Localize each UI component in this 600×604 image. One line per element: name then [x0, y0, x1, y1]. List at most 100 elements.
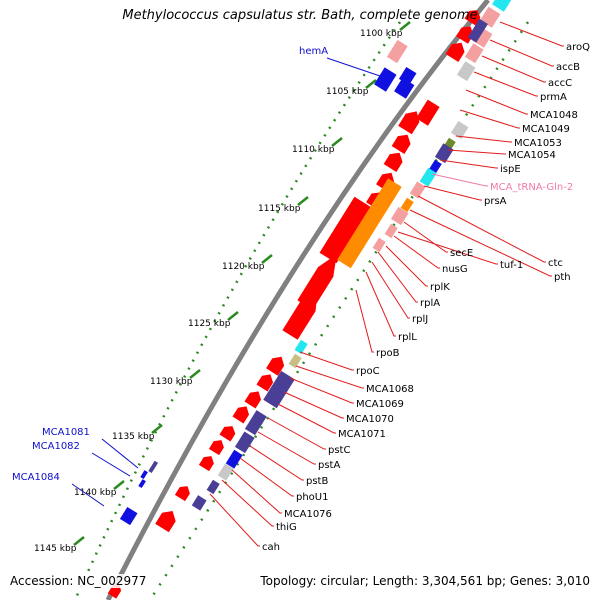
feature-block [294, 339, 308, 355]
gene-label-mca1070[interactable]: MCA1070 [346, 414, 394, 425]
gene-label-pstc[interactable]: pstC [328, 445, 350, 456]
gene-label-mca1054[interactable]: MCA1054 [508, 150, 556, 161]
cds-arrow [266, 356, 285, 376]
leader-line-rpla [377, 251, 418, 303]
gene-label-mca1076[interactable]: MCA1076 [284, 509, 332, 520]
leader-line-mca1084 [71, 483, 105, 507]
feature-block [119, 506, 138, 526]
leader-line-mca1048 [465, 89, 528, 115]
gene-label-thig[interactable]: thiG [276, 522, 297, 533]
feature-block [337, 178, 402, 269]
kbp-tick-mark [227, 311, 239, 321]
feature-block [467, 18, 488, 43]
gene-label-sece[interactable]: secE [450, 248, 473, 259]
feature-block [206, 479, 220, 495]
gene-label-mca1069[interactable]: MCA1069 [356, 399, 404, 410]
leader-line-mca1053 [455, 135, 512, 143]
gene-label-rpoc[interactable]: rpoC [356, 366, 380, 377]
leader-line-tuf-1 [397, 231, 498, 265]
feature-block [319, 196, 372, 264]
kbp-tick-mark [73, 536, 85, 546]
gene-label-ispe[interactable]: ispE [500, 164, 521, 175]
cds-arrow [155, 511, 176, 533]
feature-block [434, 143, 454, 164]
leader-line-nusg [393, 235, 440, 269]
gene-label-mca1071[interactable]: MCA1071 [338, 429, 386, 440]
feature-block [409, 181, 426, 199]
gene-label-aroq[interactable]: aroQ [566, 42, 590, 53]
feature-block [191, 495, 207, 511]
leader-line-sece [403, 221, 448, 253]
kbp-tick-label: 1105 kbp [326, 87, 369, 97]
leader-line-rplk [385, 245, 428, 287]
leader-line-mca1068 [295, 365, 364, 389]
gene-label-rplk[interactable]: rplK [430, 282, 450, 293]
feature-block [390, 206, 409, 226]
gene-label-prsa[interactable]: prsA [484, 196, 507, 207]
cds-arrow [445, 42, 465, 62]
gene-label-rpla[interactable]: rplA [420, 298, 440, 309]
cds-arrow [297, 254, 337, 310]
kbp-tick-label: 1145 kbp [34, 544, 77, 554]
feature-block [456, 61, 476, 82]
leader-line-mca1069 [289, 377, 354, 404]
kbp-tick-mark [399, 21, 411, 31]
feature-block [386, 39, 408, 64]
feature-block [138, 479, 146, 489]
feature-block [419, 167, 437, 187]
gene-label-phou1[interactable]: phoU1 [296, 492, 329, 503]
gene-label-rplj[interactable]: rplJ [412, 314, 428, 325]
accession-text: Accession: NC_002977 [8, 574, 149, 588]
gene-label-rpob[interactable]: rpoB [376, 348, 400, 359]
feature-block [225, 449, 243, 469]
gene-label-mca1081[interactable]: MCA1081 [42, 427, 90, 438]
gene-label-ctc[interactable]: ctc [548, 258, 563, 269]
gene-label-mca1084[interactable]: MCA1084 [12, 472, 60, 483]
feature-block [400, 197, 414, 213]
gene-label-mca-trna-gln-2[interactable]: MCA_tRNA-Gln-2 [490, 182, 573, 193]
leader-line-cah [209, 493, 260, 547]
feature-block [416, 99, 440, 126]
gene-label-cah[interactable]: cah [262, 542, 280, 553]
feature-block [394, 77, 415, 99]
gene-label-pth[interactable]: pth [554, 272, 571, 283]
leader-line-pth [409, 209, 552, 277]
gene-label-accc[interactable]: accC [548, 78, 572, 89]
gene-label-tuf-1[interactable]: tuf-1 [500, 260, 523, 271]
gene-label-pstb[interactable]: pstB [306, 476, 328, 487]
gene-label-accb[interactable]: accB [556, 62, 580, 73]
kbp-tick-label: 1130 kbp [150, 377, 193, 387]
feature-block [464, 43, 484, 64]
leader-line-mca1054 [447, 149, 506, 155]
gene-label-psta[interactable]: pstA [318, 460, 340, 471]
cds-arrow [383, 152, 403, 172]
gene-label-mca1048[interactable]: MCA1048 [530, 110, 578, 121]
gene-label-mca1068[interactable]: MCA1068 [366, 384, 414, 395]
feature-block [148, 460, 159, 474]
gene-label-mca1049[interactable]: MCA1049 [522, 124, 570, 135]
leader-line-aroq [499, 21, 564, 47]
gene-label-mca1082[interactable]: MCA1082 [32, 441, 80, 452]
feature-block [140, 470, 148, 480]
genome-summary-text: Topology: circular; Length: 3,304,561 bp… [258, 574, 592, 588]
gene-label-nusg[interactable]: nusG [442, 264, 468, 275]
kbp-tick-mark [261, 254, 273, 264]
gene-label-mca1053[interactable]: MCA1053 [514, 138, 562, 149]
leader-line-prsa [423, 185, 482, 201]
kbp-tick-label: 1120 kbp [222, 262, 265, 272]
feature-block [384, 223, 398, 239]
gene-label-hema[interactable]: hemA [299, 46, 328, 57]
cds-arrow [219, 426, 236, 442]
gene-label-rpll[interactable]: rplL [398, 332, 417, 343]
feature-block [472, 26, 493, 48]
feature-block [234, 431, 255, 454]
kbp-tick-mark [151, 424, 163, 434]
cds-arrow [256, 374, 274, 392]
leader-line-rpoc [299, 351, 354, 371]
leader-line-pstc [267, 417, 326, 450]
leader-line-mca1049 [459, 109, 520, 129]
leader-line-mca1076 [231, 469, 282, 514]
gene-label-prma[interactable]: prmA [540, 92, 567, 103]
